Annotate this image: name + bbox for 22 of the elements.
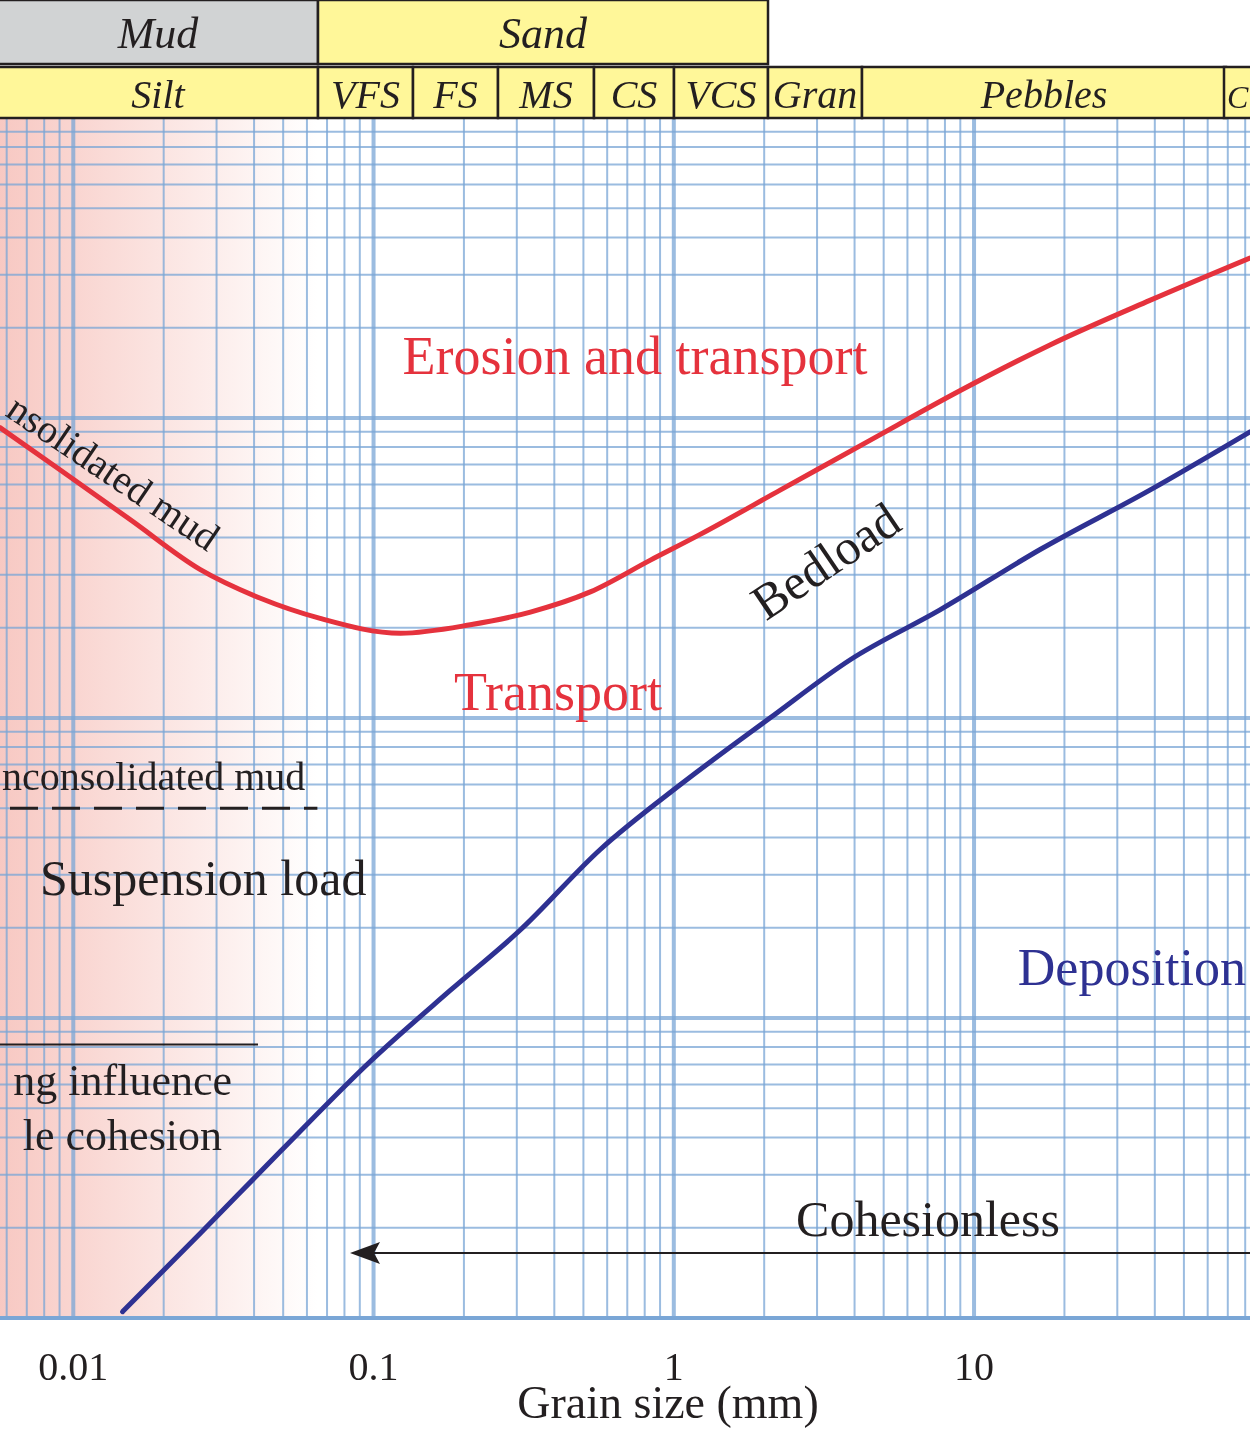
annotation: Erosion and transport	[402, 326, 868, 386]
text: Silt	[131, 72, 186, 117]
text: MS	[518, 72, 573, 117]
text: Gran	[772, 72, 858, 117]
annotation: Suspension load	[40, 850, 367, 906]
x-tick-label: 0.01	[38, 1344, 109, 1389]
text: Mud	[116, 9, 200, 58]
text: FS	[432, 72, 478, 117]
text: Sand	[499, 9, 588, 58]
annotation: ng influence	[13, 1056, 232, 1105]
annotation: Deposition	[1017, 939, 1246, 996]
text: CS	[610, 72, 658, 117]
text: VFS	[331, 72, 400, 117]
annotation: Transport	[453, 662, 663, 722]
x-tick-label: 0.1	[348, 1344, 399, 1389]
annotation: le cohesion	[22, 1111, 222, 1160]
text: Pebbles	[979, 72, 1108, 117]
x-tick-label: 10	[954, 1344, 995, 1389]
annotation: Cohesionless	[796, 1191, 1060, 1247]
text: C	[1227, 79, 1249, 115]
ref-line-label: nconsolidated mud	[2, 754, 306, 800]
text: VCS	[685, 72, 757, 117]
